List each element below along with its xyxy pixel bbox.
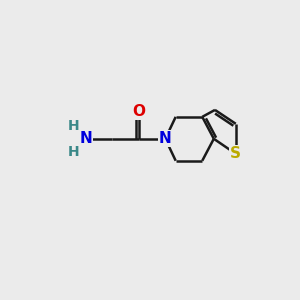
Text: S: S bbox=[230, 146, 241, 161]
Text: O: O bbox=[132, 103, 145, 118]
Text: H: H bbox=[68, 119, 80, 133]
Text: N: N bbox=[159, 131, 172, 146]
Text: N: N bbox=[79, 131, 92, 146]
Text: H: H bbox=[68, 145, 80, 158]
